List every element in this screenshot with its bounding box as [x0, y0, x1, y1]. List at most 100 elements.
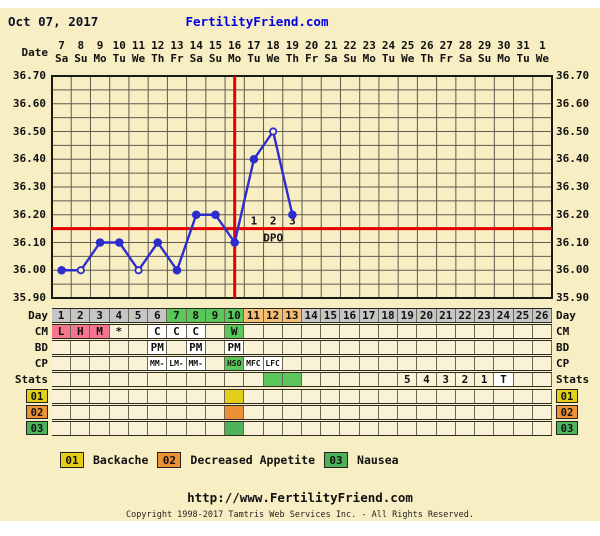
weekday-cell: We: [535, 52, 549, 65]
bd-cell: [340, 341, 360, 354]
row-label-s02: 02: [0, 405, 48, 420]
row-label-s01: 01: [556, 389, 600, 404]
stats-cell: [533, 373, 552, 386]
copyright-text: Copyright 1998-2017 Tamtris Web Services…: [126, 510, 474, 520]
stats-cell: [302, 373, 322, 386]
temp-point: [153, 238, 163, 247]
cm-cell: [533, 325, 552, 338]
s03-cell: [90, 422, 110, 435]
cp-cell: [514, 357, 533, 370]
y-tick-label: 36.20: [12, 207, 46, 221]
stats-cell: 1: [475, 373, 495, 386]
date-cell: 12: [151, 39, 165, 52]
cm-cell: *: [110, 325, 129, 338]
stats-cell: [129, 373, 149, 386]
cm-cell: C: [148, 325, 168, 338]
date-axis-label: Date: [21, 46, 49, 59]
cm-cell: [129, 325, 149, 338]
day-cell: 5: [128, 309, 149, 322]
weekday-cell: Fr: [170, 52, 184, 65]
legend-label: Nausea: [357, 453, 399, 467]
s03-cell: [494, 422, 514, 435]
weekday-cell: Su: [343, 52, 357, 65]
temp-point: [172, 265, 182, 275]
footer-url-link[interactable]: http://www.FertilityFriend.com: [187, 490, 413, 505]
y-tick-label: 36.10: [556, 235, 590, 249]
stats-cell: 4: [417, 373, 437, 386]
weekday-cell: Sa: [458, 52, 473, 65]
cp-cell: [90, 357, 110, 370]
weekday-cell: Su: [74, 52, 88, 65]
date-cell: 16: [228, 39, 242, 52]
s03-cell: [110, 422, 129, 435]
stats-cell: [167, 373, 187, 386]
cm-cell: [475, 325, 495, 338]
cm-cell: W: [225, 325, 245, 338]
date-cell: 9: [96, 39, 104, 52]
day-cell: 21: [436, 309, 456, 322]
s01-cell: [71, 390, 91, 403]
y-tick-label: 35.90: [556, 291, 590, 304]
bd-cell: [360, 341, 379, 354]
cm-cell: [379, 325, 399, 338]
date-cell: 7: [58, 39, 65, 52]
temp-point: [95, 238, 105, 247]
s03-cell: [52, 422, 72, 435]
cp-cell: [494, 357, 514, 370]
date-cell: 21: [324, 39, 338, 52]
day-cell: 4: [109, 309, 129, 322]
s02-cell: [379, 406, 399, 419]
brand-link[interactable]: FertilityFriend.com: [185, 14, 329, 29]
cm-cell: H: [71, 325, 91, 338]
bd-cell: [264, 341, 283, 354]
stats-cell: [263, 373, 283, 386]
cm-cell: [264, 325, 283, 338]
cm-cell: [340, 325, 360, 338]
bd-cell: [398, 341, 418, 354]
date-cell: 14: [189, 39, 203, 52]
stats-cell: [282, 373, 302, 386]
row-label-day: Day: [556, 309, 576, 322]
day-cell: 22: [455, 309, 476, 322]
stats-cell: 2: [456, 373, 476, 386]
row-label-s03: 03: [0, 421, 48, 436]
s02-cell: [360, 406, 379, 419]
date-cell: 28: [458, 39, 473, 52]
s02-cell: [71, 406, 91, 419]
s03-cell: [283, 422, 302, 435]
date-cell: 8: [77, 39, 85, 52]
legend-badge-01: 01: [60, 452, 84, 468]
s03-cell: [264, 422, 283, 435]
s02-cell: [52, 406, 72, 419]
row-badge-s01: 01: [556, 389, 578, 403]
weekday-cell: We: [266, 52, 280, 65]
bd-cell: [244, 341, 264, 354]
day-cell: 20: [417, 309, 437, 322]
s01-cell: [129, 390, 149, 403]
temp-point: [57, 265, 66, 275]
temp-point: [230, 238, 239, 247]
s02-cell: [475, 406, 495, 419]
s01-cell: [360, 390, 379, 403]
y-tick-label: 36.60: [12, 96, 46, 110]
bd-cell: [110, 341, 129, 354]
cp-cell: [379, 357, 399, 370]
day-cell: 12: [263, 309, 283, 322]
s01-cell: [437, 390, 456, 403]
weekday-cell: Tu: [516, 52, 530, 65]
s01-cell: [417, 390, 437, 403]
s01-cell: [283, 390, 302, 403]
s02-cell: [494, 406, 514, 419]
table-row-bd: PM PM PM: [52, 340, 552, 355]
s03-cell: [475, 422, 495, 435]
date-cell: 31: [516, 39, 530, 52]
s03-cell: [379, 422, 399, 435]
stats-cell: [340, 373, 360, 386]
s03-cell: [437, 422, 456, 435]
row-label-cp: CP: [34, 357, 48, 370]
cm-cell: [283, 325, 302, 338]
y-tick-label: 36.30: [556, 180, 590, 193]
s03-cell: [417, 422, 437, 435]
